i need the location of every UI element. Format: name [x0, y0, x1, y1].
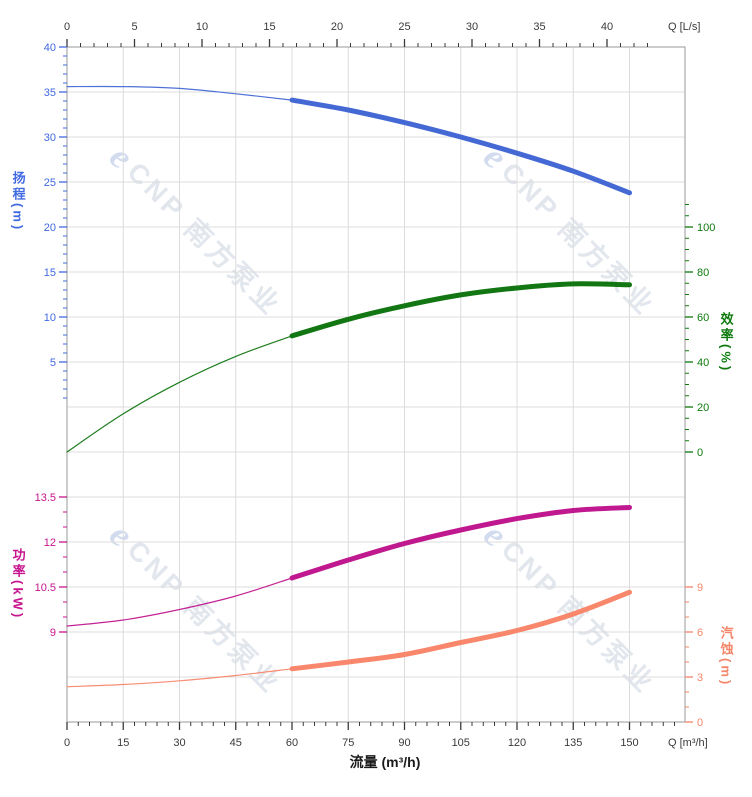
svg-text:15: 15: [263, 21, 275, 33]
svg-text:60: 60: [286, 737, 298, 749]
top-axis-ticks: 0 5 10 15 20 25 30 35 40 Q [L/s]: [64, 21, 700, 47]
efficiency-curve: [66, 281, 632, 453]
svg-text:105: 105: [452, 737, 470, 749]
svg-text:75: 75: [342, 737, 354, 749]
svg-text:9: 9: [697, 582, 703, 594]
svg-text:Q [m³/h]: Q [m³/h]: [668, 737, 708, 749]
svg-text:9: 9: [50, 627, 56, 639]
svg-text:0: 0: [697, 447, 703, 459]
svg-text:6: 6: [697, 627, 703, 639]
svg-text:150: 150: [620, 737, 638, 749]
svg-text:12: 12: [44, 537, 56, 549]
svg-text:13.5: 13.5: [35, 492, 56, 504]
svg-text:35: 35: [44, 87, 56, 99]
svg-text:25: 25: [398, 21, 410, 33]
svg-text:30: 30: [466, 21, 478, 33]
svg-text:45: 45: [230, 737, 242, 749]
power-curve: [66, 505, 632, 627]
svg-text:10.5: 10.5: [35, 582, 56, 594]
y-axis-title-npsh: 汽蚀(m): [718, 626, 734, 688]
grid-lines: [67, 47, 685, 722]
head-curve: [66, 85, 632, 196]
bottom-axis-ticks: 0 15 30 45 60 75 90 105 120 135 150 Q [m³/h]: [64, 722, 708, 749]
svg-text:5: 5: [131, 21, 137, 33]
svg-text:20: 20: [331, 21, 343, 33]
y-axis-title-head: 扬程(m): [10, 171, 26, 233]
svg-text:15: 15: [44, 267, 56, 279]
chart-frame: [66, 46, 686, 723]
svg-text:5: 5: [50, 357, 56, 369]
svg-text:135: 135: [564, 737, 582, 749]
y-axis-title-power: 功率(kW): [10, 548, 26, 621]
efficiency-axis-ticks: 100 80 60 40 20 0: [685, 204, 715, 459]
svg-text:0: 0: [697, 717, 703, 729]
svg-text:20: 20: [697, 402, 709, 414]
head-axis-ticks: 40 35 30 25 20 15 10 5: [44, 42, 67, 399]
svg-text:10: 10: [44, 312, 56, 324]
svg-text:60: 60: [697, 312, 709, 324]
svg-text:40: 40: [601, 21, 613, 33]
svg-text:90: 90: [398, 737, 410, 749]
svg-text:15: 15: [117, 737, 129, 749]
x-axis-title: 流量 (m³/h): [349, 754, 421, 770]
svg-text:20: 20: [44, 222, 56, 234]
svg-text:35: 35: [533, 21, 545, 33]
y-axis-title-efficiency: 效率(%): [718, 312, 734, 374]
svg-text:25: 25: [44, 177, 56, 189]
npsh-axis-ticks: 9 6 3 0: [685, 582, 703, 729]
svg-text:Q [L/s]: Q [L/s]: [668, 21, 700, 33]
npsh-curve: [66, 589, 632, 688]
svg-text:30: 30: [44, 132, 56, 144]
svg-text:0: 0: [64, 737, 70, 749]
power-axis-ticks: 13.5 12 10.5 9: [35, 492, 67, 639]
svg-text:10: 10: [196, 21, 208, 33]
svg-text:120: 120: [508, 737, 526, 749]
svg-text:40: 40: [44, 42, 56, 54]
svg-text:40: 40: [697, 357, 709, 369]
svg-text:100: 100: [697, 222, 715, 234]
svg-text:30: 30: [173, 737, 185, 749]
svg-text:0: 0: [64, 21, 70, 33]
svg-text:80: 80: [697, 267, 709, 279]
svg-text:3: 3: [697, 672, 703, 684]
